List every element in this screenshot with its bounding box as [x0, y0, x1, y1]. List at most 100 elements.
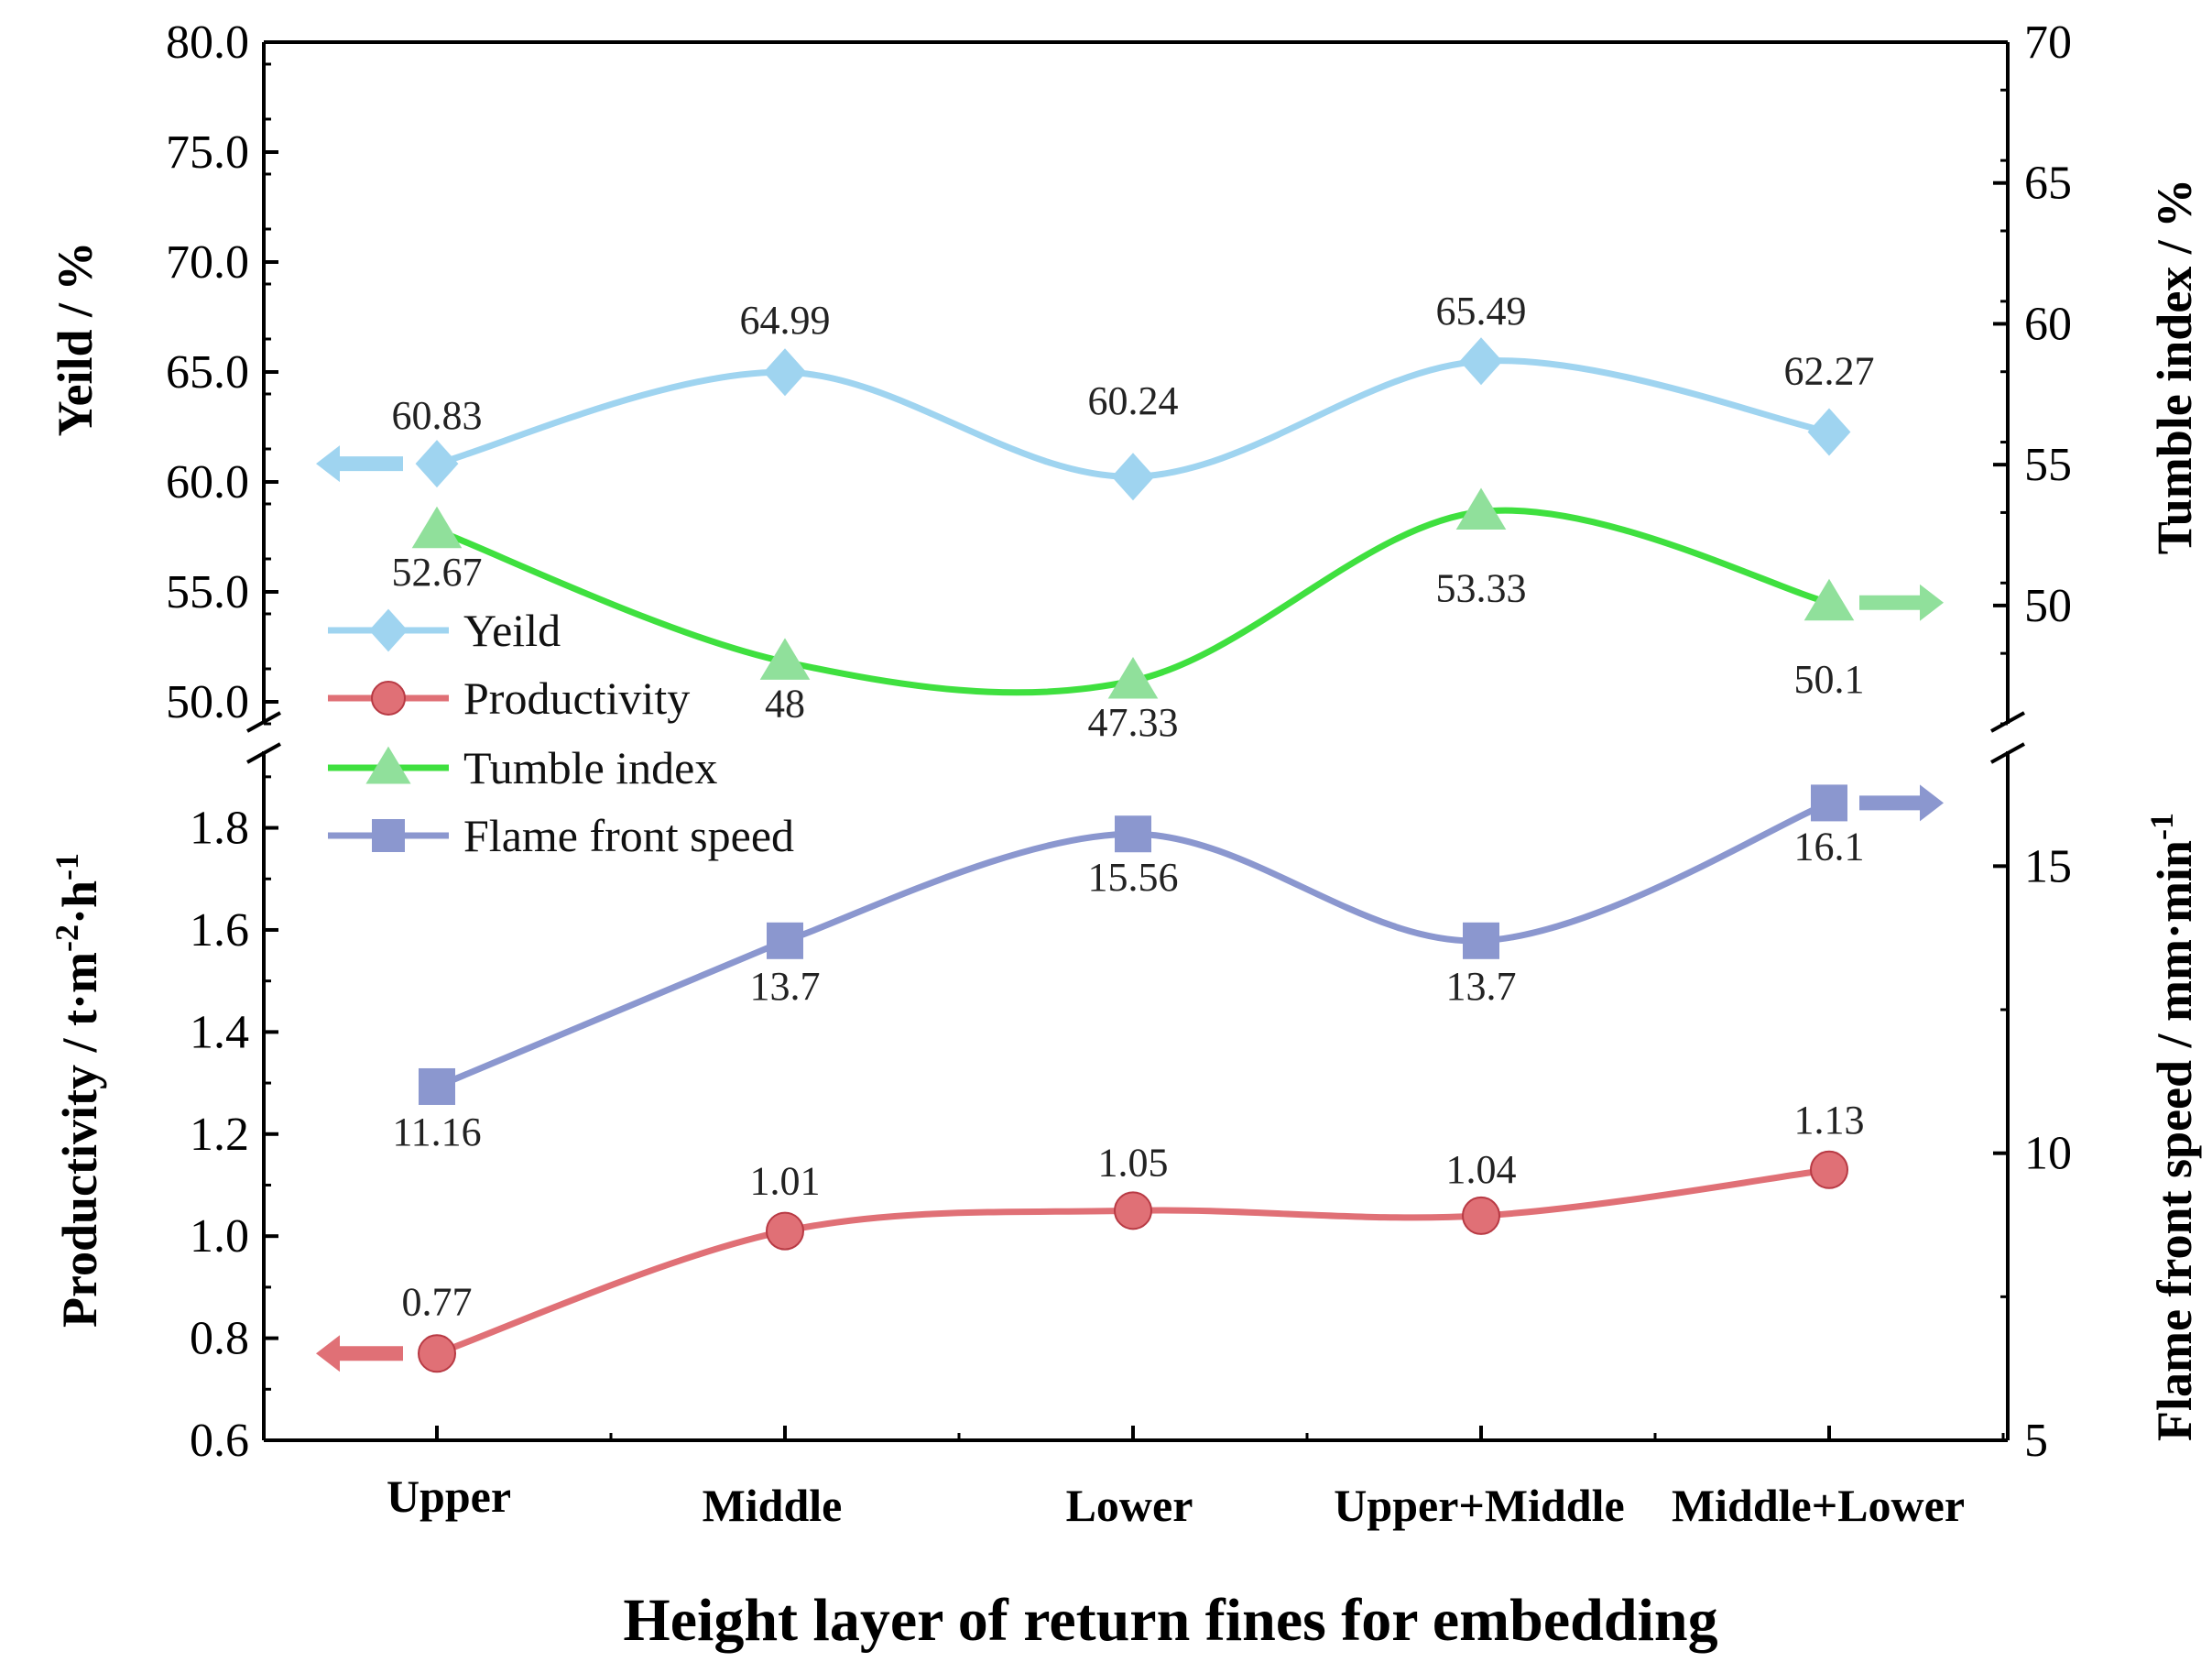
yeild-axis-tick-label: 50.0 [166, 676, 249, 728]
productivity-axis-tick-label: 1.2 [190, 1109, 249, 1161]
tumble-index-data-label: 48 [765, 681, 805, 726]
tumble-index-marker [411, 506, 463, 549]
tumble-index-marker [759, 638, 811, 680]
productivity-axis-tick-label: 1.4 [190, 1006, 249, 1058]
x-axis-title: Height layer of return fines for embeddi… [623, 1587, 1717, 1654]
yeild-data-label: 60.24 [1088, 378, 1179, 423]
plot-frame: 50.0 55.0 60.0 65.0 70.0 75.0 80.0 50 55 60 65 70 0.… [166, 16, 2072, 1531]
tumble-arrow-head [1920, 584, 1944, 621]
productivity-axis-tick-label: 1.8 [190, 803, 249, 855]
flame-front-speed-line [433, 799, 1833, 1090]
productivity-axis-tick-label: 1.6 [190, 904, 249, 957]
productivity-marker [1810, 1150, 1848, 1189]
legend-tumble-index-marker [365, 746, 411, 784]
legend: Yeild Productivity Tumble index Flame front… [328, 605, 794, 861]
legend-productivity-label: Productivity [463, 672, 690, 724]
flame-label-sup: -1 [2143, 813, 2180, 840]
productivity-label-sup2: -1 [49, 853, 85, 880]
top-left-axis-title: Yeild / % [48, 241, 103, 436]
productivity-axis-tick-label: 0.8 [190, 1313, 249, 1365]
yeild-marker [1111, 453, 1155, 501]
productivity-data-label: 1.05 [1098, 1140, 1169, 1185]
yeild-data-label: 65.49 [1436, 289, 1527, 334]
tumble-axis-tick-label: 55 [2024, 439, 2072, 491]
category-label: Upper [387, 1471, 511, 1522]
productivity-label-mid: ·h [52, 880, 107, 924]
break-left-1 [246, 711, 281, 733]
bottom-right-axis-title: Flame front speed / mm·min-1 [2143, 813, 2202, 1441]
flame-front-speed-data-label: 15.56 [1088, 855, 1179, 900]
yeild-marker [415, 440, 459, 488]
yeild-axis-tick-label: 65.0 [166, 346, 249, 399]
break-right-2 [1990, 742, 2025, 764]
data-labels: 60.83 64.99 60.24 65.49 62.27 0.77 1.01 1.05 1.0… [392, 289, 1875, 1324]
yeild-data-label: 62.27 [1784, 349, 1875, 394]
yeild-axis-tick-label: 80.0 [166, 16, 249, 69]
legend-yeild-label: Yeild [463, 605, 561, 656]
tumble-index-data-label: 50.1 [1794, 657, 1865, 702]
productivity-data-label: 1.01 [750, 1159, 821, 1204]
category-label: Middle+Lower [1672, 1480, 1965, 1531]
yeild-marker [763, 348, 807, 397]
flame-front-speed-data-label: 11.16 [392, 1110, 481, 1154]
yeild-axis-tick-label: 70.0 [166, 236, 249, 289]
productivity-axis-tick-label: 1.0 [190, 1210, 249, 1263]
yeild-axis-tick-label: 75.0 [166, 126, 249, 179]
flame-label-main: Flame front speed / mm·min [2147, 840, 2202, 1441]
flame-front-speed-data-label: 13.7 [750, 964, 821, 1009]
productivity-marker [766, 1211, 804, 1251]
axis-arrows [316, 445, 1944, 1372]
productivity-arrow-head [316, 1335, 340, 1372]
productivity-data-label: 0.77 [402, 1279, 473, 1324]
flame-front-speed-data-label: 16.1 [1794, 824, 1865, 869]
break-left-2 [246, 742, 281, 764]
yeild-marker [1459, 337, 1503, 386]
series-markers [411, 337, 1855, 1373]
tumble-index-data-label: 53.33 [1436, 565, 1527, 610]
bottom-left-axis-title: Productivity / t·m-2·h-1 [49, 853, 107, 1328]
top-right-axis-title: Tumble index / % [2147, 179, 2202, 555]
productivity-label-sup1: -2 [49, 924, 85, 952]
legend-tumble-index-label: Tumble index [463, 742, 717, 793]
flame-front-speed-marker [1811, 784, 1847, 822]
yeild-data-label: 64.99 [740, 298, 831, 343]
tumble-index-data-label: 47.33 [1088, 700, 1179, 745]
flame-axis-tick-label: 15 [2024, 840, 2072, 892]
flame-front-speed-marker [419, 1067, 455, 1105]
tumble-index-data-label: 52.67 [392, 550, 483, 595]
flame-front-speed-data-label: 13.7 [1446, 964, 1517, 1009]
legend-productivity-marker [371, 681, 406, 716]
legend-flame-front-speed-label: Flame front speed [463, 810, 794, 861]
flame-arrow-head [1920, 784, 1944, 822]
tumble-index-marker [1107, 656, 1159, 699]
yeild-marker [1807, 408, 1851, 456]
productivity-marker [1114, 1191, 1152, 1230]
category-label: Upper+Middle [1334, 1480, 1624, 1531]
flame-axis-tick-label: 5 [2024, 1415, 2048, 1467]
break-right-1 [1990, 711, 2025, 733]
productivity-data-label: 1.04 [1446, 1147, 1517, 1192]
yeild-axis-tick-label: 55.0 [166, 566, 249, 618]
tumble-axis-tick-label: 65 [2024, 158, 2072, 210]
productivity-data-label: 1.13 [1794, 1098, 1865, 1143]
yeild-arrow-head [316, 445, 340, 483]
tumble-axis-tick-label: 50 [2024, 580, 2072, 632]
legend-yeild-marker [368, 608, 409, 652]
yeild-axis-tick-label: 60.0 [166, 456, 249, 508]
productivity-marker [1462, 1196, 1500, 1235]
productivity-marker [418, 1334, 456, 1373]
tumble-index-marker [1455, 487, 1507, 530]
category-label: Middle [703, 1480, 843, 1531]
flame-front-speed-marker [1115, 815, 1151, 853]
tumble-axis-tick-label: 60 [2024, 298, 2072, 350]
legend-flame-front-speed-marker [372, 819, 405, 852]
productivity-label-main: Productivity / t·m [52, 952, 107, 1328]
yeild-data-label: 60.83 [392, 393, 483, 438]
productivity-axis-tick-label: 0.6 [190, 1415, 249, 1467]
category-label: Lower [1066, 1480, 1193, 1531]
flame-front-speed-marker [767, 922, 803, 959]
tumble-index-marker [1803, 578, 1855, 621]
flame-front-speed-marker [1463, 922, 1499, 959]
flame-axis-tick-label: 10 [2024, 1128, 2072, 1180]
